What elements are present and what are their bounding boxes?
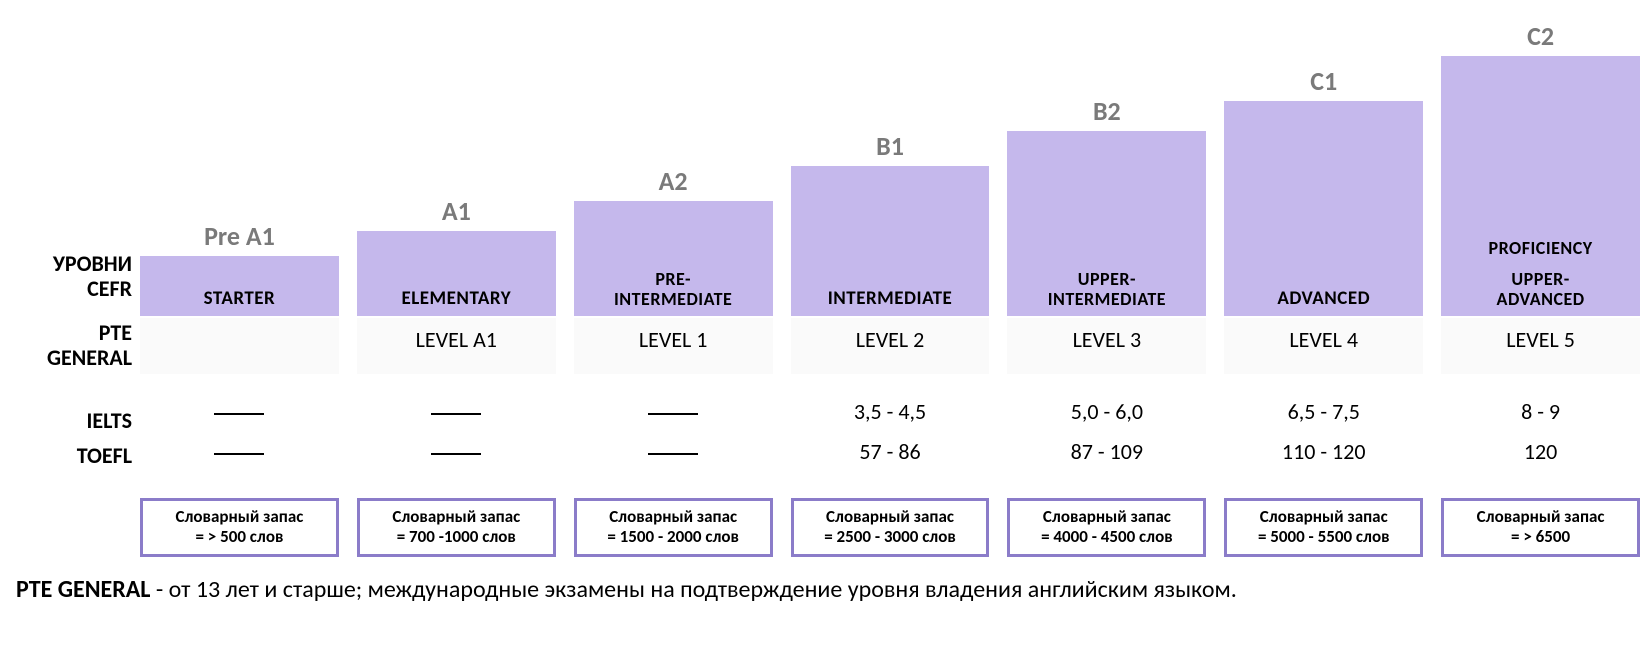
- level-column: A1 ELEMENTARY LEVEL A1 Словарный запас= 700…: [357, 195, 556, 557]
- chart-columns: Pre A1 STARTER Словарный запас= > 500 слов…: [140, 20, 1640, 557]
- ielts-score: [574, 398, 773, 432]
- pte-level: LEVEL A1: [357, 318, 556, 374]
- toefl-score: [574, 438, 773, 472]
- level-bar: STARTER: [140, 256, 339, 316]
- toefl-score: [357, 438, 556, 472]
- level-column: B1 INTERMEDIATE LEVEL 2 3,5 - 4,5 57 - 86 Сло…: [791, 130, 990, 557]
- cefr-level-label: C2: [1527, 20, 1554, 52]
- toefl-score: 57 - 86: [791, 438, 990, 472]
- pte-level: LEVEL 1: [574, 318, 773, 374]
- cefr-row-label: УРОВНИ CEFR: [53, 251, 132, 302]
- toefl-score: 87 - 109: [1007, 438, 1206, 472]
- ielts-score: 8 - 9: [1441, 398, 1640, 432]
- level-bar: ADVANCED: [1224, 101, 1423, 316]
- level-name: PRE-INTERMEDIATE: [614, 269, 732, 310]
- pte-level: LEVEL 3: [1007, 318, 1206, 374]
- footer-note: PTE GENERAL - от 13 лет и старше; междун…: [10, 575, 1640, 604]
- level-column: A2 PRE-INTERMEDIATE LEVEL 1 Словарный запас…: [574, 165, 773, 557]
- level-column: C2 PROFICIENCYUPPER-ADVANCED LEVEL 5 8 - 9 1…: [1441, 20, 1640, 557]
- pte-level: [140, 318, 339, 374]
- ielts-score: [357, 398, 556, 432]
- level-column: C1 ADVANCED LEVEL 4 6,5 - 7,5 110 - 120 Слова…: [1224, 65, 1423, 557]
- vocabulary-box: Словарный запас= > 500 слов: [140, 498, 339, 557]
- toefl-row-label: TOEFL: [77, 443, 132, 468]
- pte-level: LEVEL 2: [791, 318, 990, 374]
- level-bar: PROFICIENCYUPPER-ADVANCED: [1441, 56, 1640, 316]
- cefr-level-label: Pre A1: [204, 220, 275, 252]
- toefl-score: 110 - 120: [1224, 438, 1423, 472]
- toefl-score: [140, 438, 339, 472]
- level-name: INTERMEDIATE: [828, 288, 953, 310]
- vocabulary-box: Словарный запас= 4000 - 4500 слов: [1007, 498, 1206, 557]
- ielts-score: 6,5 - 7,5: [1224, 398, 1423, 432]
- ielts-score: 3,5 - 4,5: [791, 398, 990, 432]
- level-column: B2 UPPER-INTERMEDIATE LEVEL 3 5,0 - 6,0 87 -…: [1007, 95, 1206, 557]
- cefr-level-label: A2: [659, 165, 688, 197]
- level-name: PROFICIENCYUPPER-ADVANCED: [1489, 238, 1593, 310]
- ielts-score: [140, 398, 339, 432]
- level-name: STARTER: [204, 288, 276, 310]
- level-name: UPPER-INTERMEDIATE: [1048, 269, 1166, 310]
- pte-row-label: PTE GENERAL: [47, 320, 132, 371]
- pte-level: LEVEL 5: [1441, 318, 1640, 374]
- vocabulary-box: Словарный запас= > 6500: [1441, 498, 1640, 557]
- level-bar: ELEMENTARY: [357, 231, 556, 316]
- level-bar: PRE-INTERMEDIATE: [574, 201, 773, 316]
- vocabulary-box: Словарный запас= 5000 - 5500 слов: [1224, 498, 1423, 557]
- level-name: ELEMENTARY: [401, 288, 511, 310]
- ielts-row-label: IELTS: [87, 408, 132, 433]
- toefl-score: 120: [1441, 438, 1640, 472]
- vocabulary-box: Словарный запас= 1500 - 2000 слов: [574, 498, 773, 557]
- cefr-chart: УРОВНИ CEFR PTE GENERAL IELTS TOEFL Pre …: [10, 20, 1640, 557]
- level-name: ADVANCED: [1277, 288, 1370, 310]
- vocabulary-box: Словарный запас= 2500 - 3000 слов: [791, 498, 990, 557]
- cefr-level-label: B1: [876, 130, 904, 162]
- level-column: Pre A1 STARTER Словарный запас= > 500 слов: [140, 220, 339, 557]
- ielts-score: 5,0 - 6,0: [1007, 398, 1206, 432]
- row-labels-column: УРОВНИ CEFR PTE GENERAL IELTS TOEFL: [10, 251, 140, 557]
- vocabulary-box: Словарный запас= 700 -1000 слов: [357, 498, 556, 557]
- level-bar: UPPER-INTERMEDIATE: [1007, 131, 1206, 316]
- cefr-level-label: C1: [1310, 65, 1337, 97]
- cefr-level-label: A1: [442, 195, 471, 227]
- level-bar: INTERMEDIATE: [791, 166, 990, 316]
- cefr-level-label: B2: [1093, 95, 1121, 127]
- pte-level: LEVEL 4: [1224, 318, 1423, 374]
